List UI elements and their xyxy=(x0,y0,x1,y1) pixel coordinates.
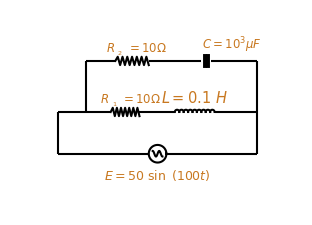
Text: $=10\Omega$: $=10\Omega$ xyxy=(123,42,167,55)
Text: $R$: $R$ xyxy=(106,42,115,55)
Text: $_2$: $_2$ xyxy=(117,49,123,58)
Text: $R$: $R$ xyxy=(100,93,109,106)
Text: $E{=}50\ \sin\ (100t)$: $E{=}50\ \sin\ (100t)$ xyxy=(104,167,211,182)
Text: $C{=}10^3\mu F$: $C{=}10^3\mu F$ xyxy=(202,36,261,55)
Text: $L{=}0.1\ H$: $L{=}0.1\ H$ xyxy=(161,89,228,105)
Text: $_1$: $_1$ xyxy=(112,100,117,109)
Text: $=10\Omega$: $=10\Omega$ xyxy=(117,93,161,106)
